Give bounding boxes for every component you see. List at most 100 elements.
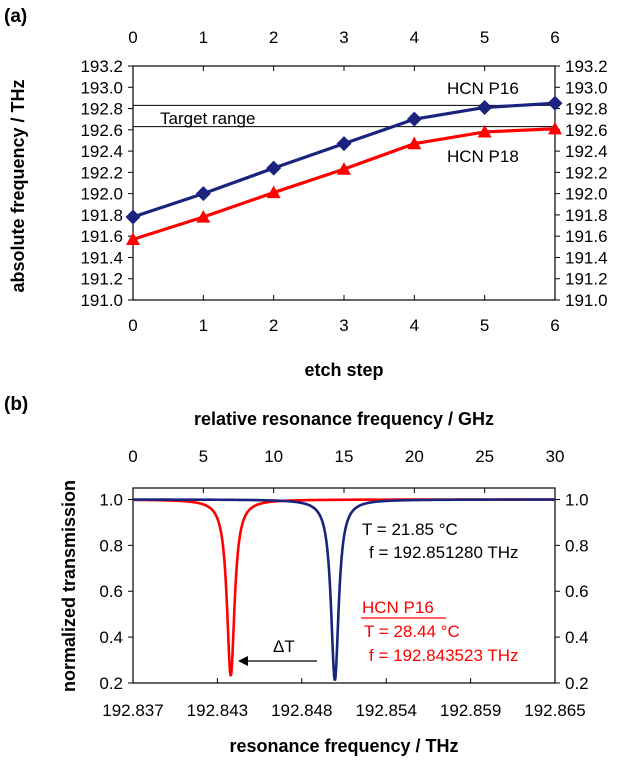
plot-b-x2-tick-label: 25 bbox=[475, 447, 494, 466]
plot-a-y-tick-label: 191.0 bbox=[80, 291, 123, 310]
plot-a-y-tick-label: 192.8 bbox=[80, 100, 123, 119]
plot-a-y-tick-label: 193.2 bbox=[80, 57, 123, 76]
plot-a-y-tick-label: 192.4 bbox=[80, 142, 123, 161]
delta-arrow-head-icon bbox=[238, 656, 248, 666]
plot-a-x-tick-label: 3 bbox=[339, 316, 348, 335]
plot-b-y2-tick-label: 0.8 bbox=[565, 536, 589, 555]
plot-a-y-tick-label: 191.4 bbox=[80, 248, 123, 267]
plot-a-x-tick-label: 2 bbox=[269, 316, 278, 335]
plot-b-y2-tick-label: 0.2 bbox=[565, 674, 589, 693]
plot-a-x-tick-labels-bottom: 0 1 2 3 4 5 6 bbox=[128, 295, 560, 335]
plot-b-y-tick-labels-left: 0.2 0.4 0.6 0.8 1.0 bbox=[99, 490, 133, 693]
plot-a-x2-tick-label: 6 bbox=[550, 28, 559, 47]
data-point-diamond bbox=[125, 209, 141, 225]
data-point-diamond bbox=[477, 99, 493, 115]
plot-a-x-tick-label: 4 bbox=[410, 316, 419, 335]
plot-a-x-tick-label: 0 bbox=[128, 316, 137, 335]
data-point-triangle bbox=[407, 136, 422, 150]
plot-b-x-axis-label: resonance frequency / THz bbox=[229, 736, 458, 756]
data-point-diamond bbox=[547, 95, 563, 111]
plot-a-frame bbox=[132, 65, 556, 301]
data-point-triangle bbox=[337, 162, 351, 175]
plot-a-y2-tick-label: 192.6 bbox=[565, 121, 608, 140]
plot-a-x2-tick-label: 1 bbox=[199, 28, 208, 47]
plot-a-y-tick-labels-left: 191.0 191.2 191.4 191.6 191.8 192.0 192.2 192.4… bbox=[80, 57, 133, 310]
plot-a-x-tick-labels-top: 0 1 2 3 4 5 6 bbox=[128, 28, 560, 71]
plot-a-x-tick-label: 1 bbox=[199, 316, 208, 335]
plot-a-y2-tick-label: 192.2 bbox=[565, 163, 608, 182]
plot-b-x2-tick-label: 20 bbox=[405, 447, 424, 466]
plot-b-y-tick-label: 1.0 bbox=[99, 490, 123, 509]
plot-b-y-tick-labels-right: 0.2 0.4 0.6 0.8 1.0 bbox=[555, 490, 589, 693]
data-point-diamond bbox=[195, 186, 211, 202]
plot-b-y2-tick-label: 0.6 bbox=[565, 582, 589, 601]
data-point-triangle bbox=[548, 121, 562, 135]
plot-a-y-tick-label: 191.6 bbox=[80, 227, 123, 246]
plot-a-series bbox=[125, 95, 563, 245]
plot-b-y-tick-label: 0.4 bbox=[99, 628, 123, 647]
plot-a-x2-tick-label: 3 bbox=[339, 28, 348, 47]
label-f-red: f = 192.843523 THz bbox=[369, 646, 519, 665]
label-hcn-p16-red: HCN P16 bbox=[362, 598, 434, 617]
plot-a-y-tick-label: 191.8 bbox=[80, 206, 123, 225]
plot-a-y2-tick-label: 193.2 bbox=[565, 57, 608, 76]
data-point-triangle bbox=[266, 185, 281, 199]
plot-a-x2-tick-label: 0 bbox=[128, 28, 137, 47]
label-hcn-p18: HCN P18 bbox=[447, 147, 519, 166]
plot-a-x-tick-label: 5 bbox=[480, 316, 489, 335]
plot-b-x-tick-label: 192.854 bbox=[355, 701, 416, 720]
plot-a-y2-tick-label: 191.4 bbox=[565, 248, 608, 267]
plot-a-y2-tick-label: 191.2 bbox=[565, 270, 608, 289]
plot-b-y2-tick-label: 1.0 bbox=[565, 490, 589, 509]
plot-a-y-tick-label: 192.2 bbox=[80, 163, 123, 182]
plot-b-y-tick-label: 0.6 bbox=[99, 582, 123, 601]
plot-a-x2-tick-label: 5 bbox=[480, 28, 489, 47]
plot-b-x2-tick-label: 15 bbox=[335, 447, 354, 466]
plot-a-x-axis-label: etch step bbox=[304, 360, 383, 380]
data-point-diamond bbox=[406, 111, 422, 127]
plot-b-x-tick-label: 192.865 bbox=[524, 701, 585, 720]
plot-a-y2-tick-label: 193.0 bbox=[565, 78, 608, 97]
plot-a-y-tick-labels-right: 191.0 191.2 191.4 191.6 191.8 192.0 192.2 192.4… bbox=[555, 57, 608, 310]
plot-a-y2-tick-label: 192.8 bbox=[565, 100, 608, 119]
plot-b-y-tick-label: 0.2 bbox=[99, 674, 123, 693]
label-f-black: f = 192.851280 THz bbox=[369, 543, 519, 562]
plot-a-x2-tick-label: 2 bbox=[269, 28, 278, 47]
plot-a-y2-tick-label: 191.6 bbox=[565, 227, 608, 246]
resonance-curve-blue bbox=[133, 498, 555, 681]
plot-b-series bbox=[133, 498, 555, 681]
data-point-triangle bbox=[196, 210, 211, 223]
plot-a-y-tick-label: 192.0 bbox=[80, 185, 123, 204]
plot-a-y-tick-label: 191.2 bbox=[80, 270, 123, 289]
plot-b-x-tick-labels-top: 0 5 10 15 20 25 30 bbox=[128, 447, 564, 493]
data-point-diamond bbox=[266, 160, 282, 176]
data-point-triangle bbox=[126, 232, 140, 245]
label-target-range: Target range bbox=[160, 109, 255, 128]
plot-b-x-tick-labels-bottom: 192.837 192.843 192.848 192.854 192.859 192.8… bbox=[102, 678, 586, 720]
plot-b-x-tick-label: 192.837 bbox=[102, 701, 163, 720]
plot-a-y-tick-label: 192.6 bbox=[80, 121, 123, 140]
plot-b-x2-tick-label: 10 bbox=[264, 447, 283, 466]
plot-a-y2-tick-label: 192.0 bbox=[565, 185, 608, 204]
plot-a-y2-tick-label: 192.4 bbox=[565, 142, 608, 161]
label-t-black: T = 21.85 °C bbox=[362, 520, 458, 539]
plot-b-y-axis-label: normalized transmission bbox=[59, 480, 79, 692]
plot-a-y2-tick-label: 191.8 bbox=[565, 206, 608, 225]
label-t-red: T = 28.44 °C bbox=[364, 622, 460, 641]
plot-b-x2-tick-label: 30 bbox=[546, 447, 565, 466]
plot-b-x2-tick-label: 0 bbox=[128, 447, 137, 466]
plot-b-x-tick-label: 192.859 bbox=[440, 701, 501, 720]
panel-b-label: (b) bbox=[4, 394, 28, 415]
plot-b-x-tick-label: 192.848 bbox=[271, 701, 332, 720]
label-hcn-p16: HCN P16 bbox=[447, 79, 519, 98]
plot-b-y2-tick-label: 0.4 bbox=[565, 628, 589, 647]
plot-a-y-axis-label: absolute frequency / THz bbox=[8, 79, 28, 292]
panel-a-label: (a) bbox=[4, 6, 27, 27]
plot-a-x2-tick-label: 4 bbox=[410, 28, 419, 47]
plot-b-x2-tick-label: 5 bbox=[199, 447, 208, 466]
plot-a-y2-tick-label: 191.0 bbox=[565, 291, 608, 310]
plot-b-y-tick-label: 0.8 bbox=[99, 536, 123, 555]
data-point-diamond bbox=[336, 136, 352, 152]
label-delta-t: ΔT bbox=[273, 637, 295, 656]
